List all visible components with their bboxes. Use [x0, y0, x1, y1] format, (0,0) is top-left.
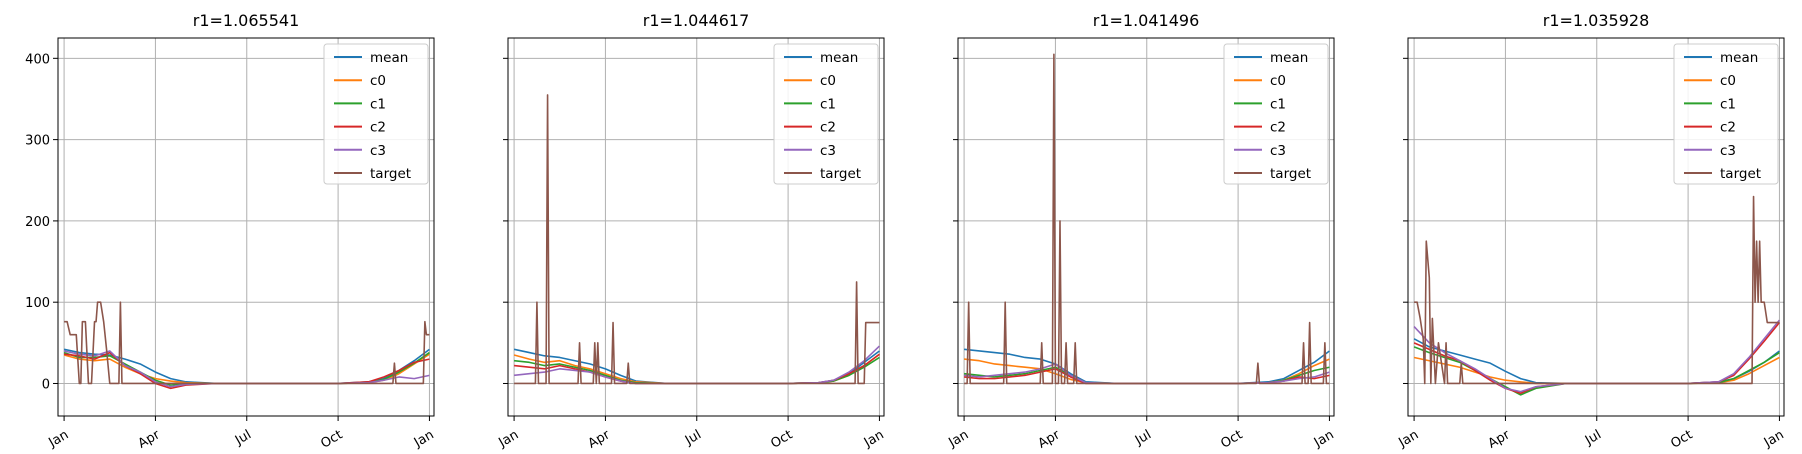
- series-group: [513, 94, 880, 385]
- legend-label-target: target: [1270, 166, 1311, 182]
- legend-label-c3: c3: [1720, 143, 1736, 159]
- y-tick-label: 400: [25, 52, 50, 67]
- legend: mean c0 c1 c2 c3 target: [1223, 43, 1329, 185]
- legend: mean c0 c1 c2 c3 target: [773, 43, 879, 185]
- series-line-c3: [964, 363, 1330, 385]
- legend: mean c0 c1 c2 c3 target: [1673, 43, 1779, 185]
- legend-label-c3: c3: [370, 143, 386, 159]
- series-group: [63, 301, 430, 390]
- chart-title: r1=1.035928: [1543, 11, 1650, 30]
- x-tick-label: Jul: [1132, 427, 1154, 448]
- chart-panel-2: Jan Apr Jul Oct Janr1=1.044617meanc0c1c2c3ta…: [496, 11, 887, 452]
- legend-label-c1: c1: [1720, 96, 1736, 112]
- chart-panel-3: Jan Apr Jul Oct Janr1=1.041496meanc0c1c2c3ta…: [946, 11, 1337, 452]
- series-line-target: [964, 53, 1330, 385]
- axes-frame: [57, 37, 435, 417]
- legend-label-c0: c0: [370, 73, 386, 89]
- y-tick-label: 100: [25, 296, 50, 311]
- legend-label-mean: mean: [1720, 50, 1758, 66]
- y-tick-label: 300: [25, 134, 50, 149]
- series-line-c3: [1413, 319, 1781, 393]
- chart-panel-4: Jan Apr Jul Oct Janr1=1.035928meanc0c1c2c3ta…: [1396, 11, 1787, 452]
- legend-label-c3: c3: [1270, 143, 1286, 159]
- legend-label-c1: c1: [370, 96, 386, 112]
- legend-label-mean: mean: [1270, 50, 1308, 66]
- axes-frame: [957, 37, 1335, 417]
- legend-label-c1: c1: [1270, 96, 1286, 112]
- legend-label-target: target: [1720, 166, 1761, 182]
- chart-title: r1=1.041496: [1093, 11, 1200, 30]
- chart-title: r1=1.065541: [193, 11, 300, 30]
- series-line-target: [1414, 195, 1780, 385]
- x-tick-label: Jul: [682, 427, 704, 448]
- legend-label-c2: c2: [370, 120, 386, 136]
- legend-label-c0: c0: [820, 73, 836, 89]
- chart-panel-1: Jan Apr Jul Oct Jan0100200300400r1=1.065541m…: [25, 11, 436, 452]
- legend-label-c3: c3: [820, 143, 836, 159]
- legend: mean c0 c1 c2 c3 target: [323, 43, 429, 185]
- chart-title: r1=1.044617: [643, 11, 750, 30]
- y-tick-label: 0: [42, 377, 50, 392]
- series-line-target: [64, 301, 430, 385]
- legend-label-mean: mean: [370, 50, 408, 66]
- axes-frame: [1407, 37, 1785, 417]
- legend-label-target: target: [370, 166, 411, 182]
- legend-label-c1: c1: [820, 96, 836, 112]
- legend-label-c0: c0: [1270, 73, 1286, 89]
- legend-label-c2: c2: [1270, 120, 1286, 136]
- legend-label-mean: mean: [820, 50, 858, 66]
- series-line-c1: [1413, 346, 1780, 396]
- series-group: [964, 53, 1330, 385]
- series-line-target: [514, 94, 880, 385]
- legend-label-c2: c2: [820, 120, 836, 136]
- y-tick-label: 200: [25, 215, 50, 230]
- legend-label-target: target: [820, 166, 861, 182]
- legend-label-c2: c2: [1720, 120, 1736, 136]
- series-line-c3: [63, 350, 430, 388]
- axes-frame: [507, 37, 885, 417]
- series-line-c0: [63, 353, 430, 385]
- x-tick-label: Jul: [1582, 427, 1604, 448]
- legend-label-c0: c0: [1720, 73, 1736, 89]
- x-tick-label: Jul: [232, 427, 254, 448]
- series-group: [1413, 195, 1781, 396]
